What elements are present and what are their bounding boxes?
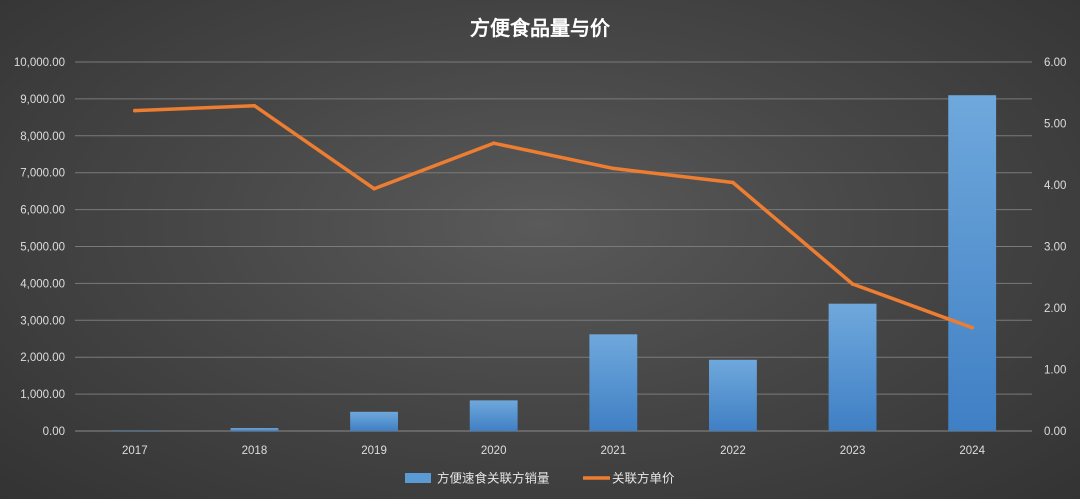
legend: 方便速食关联方销量 关联方单价 [405,471,675,486]
y-left-tick-label: 0.00 [43,426,65,438]
grid-lines [75,61,1032,432]
line-series [133,103,974,330]
line-point [731,180,735,185]
y-right-tick-label: 4.00 [1044,180,1066,192]
bar-series [110,95,997,432]
bar [350,411,398,431]
line-point [611,166,616,171]
bar [230,428,279,431]
chart-title: 方便食品量与价 [470,16,611,40]
bar [948,95,997,432]
y-right-tick-label: 2.00 [1044,303,1066,315]
x-tick-label: 2019 [361,445,387,457]
y-left-tick-label: 7,000.00 [20,168,65,180]
x-tick-label: 2022 [720,445,746,457]
y-left-tick-label: 2,000.00 [20,352,65,364]
y-left-tick-label: 5,000.00 [20,242,65,254]
x-axis-labels: 2017 2018 2019 2020 2021 2022 2023 2024 [122,445,986,457]
x-tick-label: 2023 [840,445,866,457]
legend-label-bar: 方便速食关联方销量 [437,471,550,486]
y-left-tick-label: 1,000.00 [20,389,65,401]
y-left-tick-label: 10,000.00 [14,57,65,69]
line-point [850,282,855,286]
price-line [133,103,974,330]
line-point [491,141,496,145]
y-right-tick-label: 6.00 [1044,57,1066,69]
line-point [252,103,257,108]
left-axis-labels: 0.00 1,000.00 2,000.00 3,000.00 4,000.00 5,00… [14,57,65,438]
x-tick-label: 2017 [122,445,148,457]
x-tick-label: 2024 [959,445,985,457]
bar [110,430,159,431]
right-axis-labels: 0.00 1.00 2.00 3.00 4.00 5.00 6.00 [1044,57,1066,438]
y-left-tick-label: 8,000.00 [20,131,65,143]
bar [589,334,638,431]
y-right-tick-label: 1.00 [1044,365,1066,377]
bar [709,359,757,431]
x-tick-label: 2021 [601,445,627,457]
x-tick-label: 2020 [481,445,507,457]
line-point [372,186,376,191]
legend-label-line: 关联方单价 [612,471,675,486]
bar [469,400,518,431]
legend-swatch-bar [405,473,431,483]
line-point [970,325,974,330]
y-left-tick-label: 4,000.00 [20,278,65,290]
bar [828,303,877,431]
y-right-tick-label: 5.00 [1044,119,1066,131]
y-left-tick-label: 9,000.00 [20,94,65,106]
x-tick-label: 2018 [242,445,268,457]
y-right-tick-label: 0.00 [1044,426,1066,438]
line-point [133,108,137,113]
y-left-tick-label: 6,000.00 [20,205,65,217]
y-left-tick-label: 3,000.00 [20,315,65,327]
y-right-tick-label: 3.00 [1044,242,1066,254]
